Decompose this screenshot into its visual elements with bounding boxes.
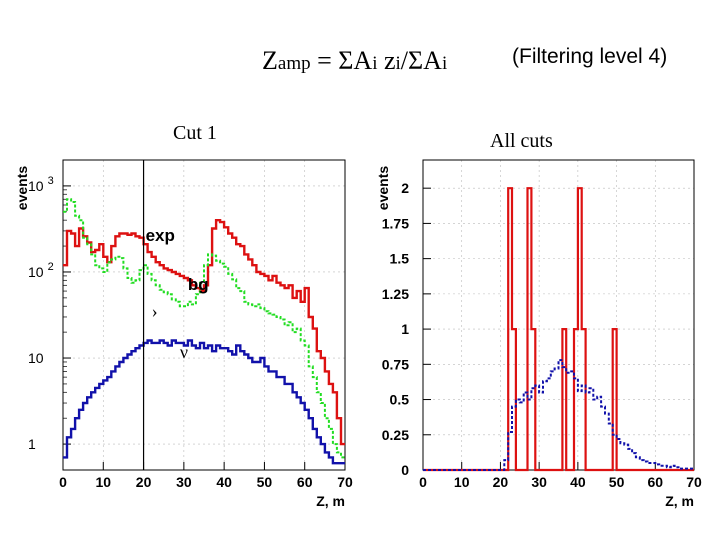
right-y-tick-label: 0.75: [382, 356, 409, 372]
right-y-tick-label: 1.25: [382, 286, 409, 302]
right-y-axis-label: events: [375, 166, 391, 211]
right-y-tick-label: 2: [401, 180, 409, 196]
formula-sub-i-3: i: [441, 53, 448, 74]
left-x-tick-label: 40: [216, 474, 232, 490]
left-annotation-0: exp: [146, 226, 175, 245]
formula-sub-i-1: i: [372, 53, 378, 74]
formula-z-i: z: [377, 46, 396, 75]
left-y-tick-label: 10 3: [28, 175, 54, 194]
left-x-tick-label: 70: [337, 474, 353, 490]
left-annotation-3: ν: [180, 342, 188, 362]
left-x-tick-label: 30: [176, 474, 192, 490]
right-chart-title: All cuts: [490, 130, 553, 152]
left-y-tick-label: 1: [28, 436, 36, 452]
right-y-tick-label: 1.5: [390, 251, 410, 267]
left-series-bg: [63, 198, 345, 459]
right-x-tick-label: 40: [570, 474, 586, 490]
left-series-nu: [63, 339, 345, 465]
right-y-tick-label: 0.5: [390, 392, 410, 408]
left-annotation-1: bg: [188, 275, 209, 294]
right-x-axis-label: Z, m: [665, 493, 694, 509]
left-annotation-2: ›: [152, 301, 158, 321]
left-x-axis-label: Z, m: [316, 493, 345, 509]
right-x-tick-label: 30: [531, 474, 547, 490]
right-x-tick-label: 50: [609, 474, 625, 490]
left-x-tick-label: 10: [95, 474, 111, 490]
right-x-tick-label: 10: [454, 474, 470, 490]
right-chart: 0 10 20 30 40 50 60 70 0 0.25 0.5 0.75 1 1.25 1.5 1.75 2…: [375, 159, 702, 509]
right-series-MC: [423, 359, 694, 471]
formula-sum-a: = ΣA: [310, 46, 373, 75]
right-plot-frame: [422, 159, 695, 471]
left-chart: 0 10 20 30 40 50 60 70 1 10 10 2 10 3 Z, m events exp bg ›…: [14, 159, 353, 509]
formula-sub-amp: amp: [277, 53, 311, 74]
left-plot-frame: [62, 159, 346, 471]
left-y-tick-label: 10 2: [28, 261, 54, 280]
left-x-tick-label: 0: [59, 474, 67, 490]
filtering-level-label: (Filtering level 4): [512, 45, 668, 68]
right-x-tick-label: 0: [419, 474, 427, 490]
formula-z: Z: [262, 46, 278, 75]
left-series-exp: [63, 219, 345, 446]
formula-div-sum-a: /ΣA: [400, 46, 442, 75]
left-y-tick-label: 10: [28, 350, 44, 366]
right-x-tick-label: 20: [493, 474, 509, 490]
left-x-tick-label: 20: [136, 474, 152, 490]
formula-sub-i-2: i: [395, 53, 401, 74]
right-series-exp: [423, 187, 694, 472]
right-y-tick-label: 0.25: [382, 427, 409, 443]
left-x-tick-label: 60: [297, 474, 313, 490]
left-chart-title: Cut 1: [173, 122, 217, 144]
left-y-axis-label: events: [14, 166, 30, 211]
right-y-tick-label: 1: [401, 321, 409, 337]
formula-title: Zamp = ΣAi zi/ΣAi: [262, 46, 447, 76]
left-x-tick-label: 50: [257, 474, 273, 490]
right-y-tick-label: 0: [401, 462, 409, 478]
right-y-tick-label: 1.75: [382, 215, 409, 231]
right-x-tick-label: 70: [686, 474, 702, 490]
right-x-tick-label: 60: [647, 474, 663, 490]
